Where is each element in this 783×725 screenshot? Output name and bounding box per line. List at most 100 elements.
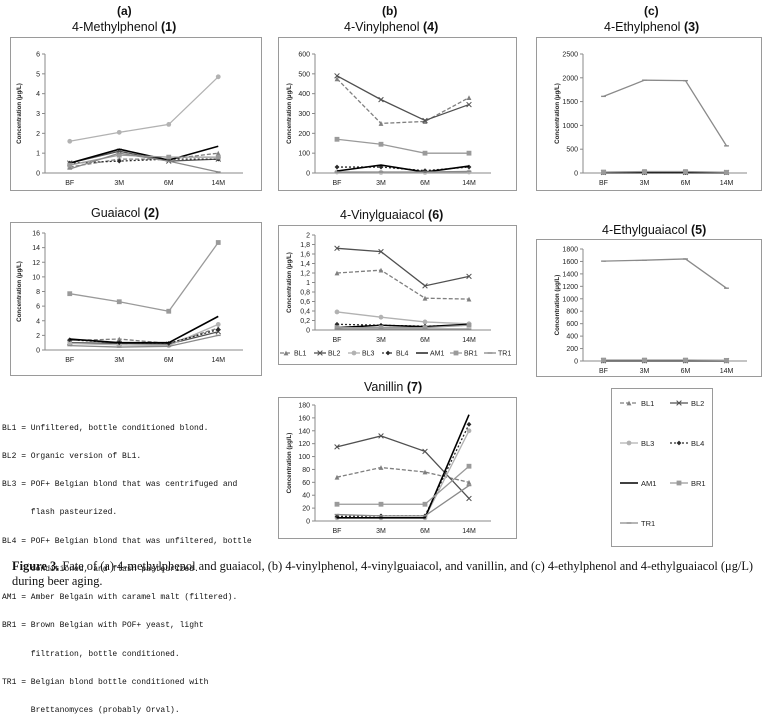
data-point-br1 xyxy=(335,502,340,507)
legend-label-br1: BR1 xyxy=(464,351,478,358)
data-point-br1 xyxy=(724,170,729,175)
legend-label-bl4: BL4 xyxy=(691,439,704,448)
data-point-bl4 xyxy=(216,327,221,332)
y-tick-label: 1800 xyxy=(562,247,578,254)
y-tick-label: 1,6 xyxy=(300,252,310,259)
y-tick-label: 600 xyxy=(298,52,310,59)
y-tick-label: 800 xyxy=(566,309,578,316)
y-tick-label: 140 xyxy=(298,428,310,435)
series-line-bl1 xyxy=(337,79,469,124)
series-line-tr1 xyxy=(604,80,727,146)
y-tick-label: 1 xyxy=(36,151,40,158)
y-tick-label: 1000 xyxy=(562,296,578,303)
x-tick-label: 3M xyxy=(114,180,124,187)
y-tick-label: 2 xyxy=(36,333,40,340)
chart-title-ethylguaiacol: 4-Ethylguaiacol (5) xyxy=(602,223,706,237)
legend-label-bl2: BL2 xyxy=(328,351,341,358)
data-point-bl4 xyxy=(335,165,340,170)
y-tick-label: 200 xyxy=(566,346,578,353)
chart-title-guaiacol: Guaiacol (2) xyxy=(91,206,159,220)
y-tick-label: 0 xyxy=(36,171,40,178)
data-point-bl3 xyxy=(335,310,340,315)
data-point-br1 xyxy=(642,169,647,174)
y-tick-label: 2 xyxy=(306,233,310,240)
y-tick-label: 1500 xyxy=(562,99,578,106)
x-tick-label: BF xyxy=(333,528,342,535)
y-tick-label: 2500 xyxy=(562,52,578,59)
data-point-br1 xyxy=(642,358,647,363)
x-tick-label: BF xyxy=(599,180,608,187)
abbreviation-line: AM1 = Amber Belgain with caramel malt (f… xyxy=(2,593,252,602)
y-tick-label: 180 xyxy=(298,403,310,410)
x-tick-label: 3M xyxy=(376,337,386,344)
x-tick-label: 6M xyxy=(420,180,430,187)
y-tick-label: 2 xyxy=(36,131,40,138)
data-point-br1 xyxy=(467,464,472,469)
series-line-am1 xyxy=(337,165,469,172)
data-point-br1 xyxy=(166,155,171,160)
y-tick-label: 300 xyxy=(298,111,310,118)
legend-marker-bl3 xyxy=(352,351,357,356)
y-tick-label: 14 xyxy=(32,245,40,252)
y-axis-label: Concentration (µg/L) xyxy=(16,261,23,322)
x-tick-label: 3M xyxy=(376,180,386,187)
y-tick-label: 0 xyxy=(306,171,310,178)
series-line-am1 xyxy=(337,415,469,518)
data-point-bl3 xyxy=(216,74,221,79)
x-tick-label: BF xyxy=(333,337,342,344)
legend-label-am1: AM1 xyxy=(641,479,656,488)
legend-label-tr1: TR1 xyxy=(641,519,655,528)
legend-label-bl2: BL2 xyxy=(691,399,704,408)
series-line-am1 xyxy=(70,316,219,342)
figure-caption: Figure 3. Fate of (a) 4-methylphenol and… xyxy=(12,559,774,589)
x-tick-label: 14M xyxy=(211,357,225,364)
series-line-br1 xyxy=(337,139,469,153)
y-tick-label: 0,8 xyxy=(300,290,310,297)
abbreviation-line: BR1 = Brown Belgian with POF+ yeast, lig… xyxy=(2,621,252,630)
data-point-bl3 xyxy=(216,322,221,327)
panel-label-a: (a) xyxy=(117,4,132,18)
data-point-br1 xyxy=(166,309,171,314)
x-tick-label: 3M xyxy=(376,528,386,535)
x-tick-label: 14M xyxy=(211,180,225,187)
x-tick-label: 6M xyxy=(420,528,430,535)
y-tick-label: 500 xyxy=(566,147,578,154)
x-tick-label: 14M xyxy=(462,337,476,344)
data-point-br1 xyxy=(216,155,221,160)
y-axis-label: Concentration (µg/L) xyxy=(286,252,293,313)
x-tick-label: 14M xyxy=(720,180,734,187)
chart-title-methylphenol: 4-Methylphenol (1) xyxy=(72,20,176,34)
legend-label-br1: BR1 xyxy=(691,479,706,488)
y-tick-label: 6 xyxy=(36,304,40,311)
legend-label-tr1: TR1 xyxy=(498,351,511,358)
legend-label-bl1: BL1 xyxy=(294,351,307,358)
y-tick-label: 160 xyxy=(298,415,310,422)
y-tick-label: 0 xyxy=(36,348,40,355)
x-tick-label: 3M xyxy=(114,357,124,364)
series-line-tr1 xyxy=(337,171,469,172)
abbreviation-line: BL1 = Unfiltered, bottle conditioned blo… xyxy=(2,424,252,433)
legend-marker-br1 xyxy=(454,351,459,356)
data-point-br1 xyxy=(423,502,428,507)
chart-title-ethylphenol: 4-Ethylphenol (3) xyxy=(604,20,699,34)
y-tick-label: 40 xyxy=(302,493,310,500)
abbreviation-line: BL3 = POF+ Belgian blond that was centri… xyxy=(2,480,252,489)
series-line-tr1 xyxy=(604,259,727,288)
x-tick-label: 6M xyxy=(420,337,430,344)
series-line-bl3 xyxy=(337,312,469,324)
legend-label-bl3: BL3 xyxy=(641,439,654,448)
y-tick-label: 120 xyxy=(298,441,310,448)
y-tick-label: 200 xyxy=(298,131,310,138)
y-tick-label: 2000 xyxy=(562,75,578,82)
legend-label-bl4: BL4 xyxy=(396,351,409,358)
data-point-bl3 xyxy=(379,315,384,320)
data-point-br1 xyxy=(216,240,221,245)
y-tick-label: 1,2 xyxy=(300,271,310,278)
